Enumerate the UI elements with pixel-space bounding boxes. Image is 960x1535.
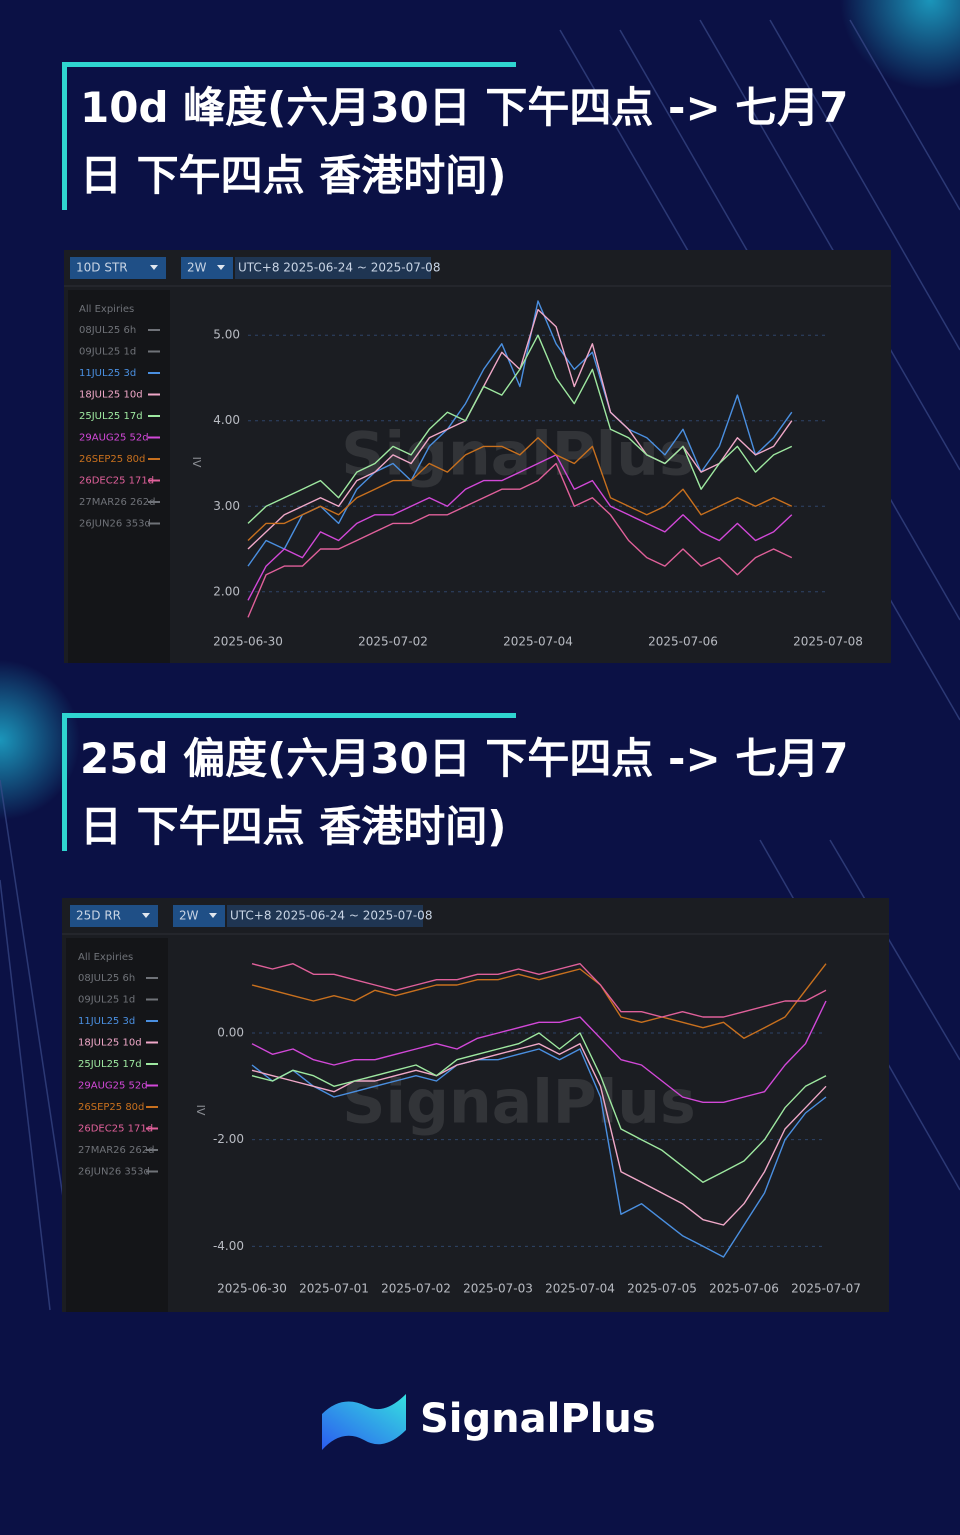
series-line: [247, 437, 793, 542]
x-tick-label: 2025-07-01: [299, 1282, 369, 1296]
legend-label[interactable]: 09JUL25 1d: [78, 995, 135, 1006]
dropdown-arrow: [150, 265, 158, 270]
glow: [840, 0, 960, 90]
dropdown-arrow: [217, 265, 225, 270]
x-tick-label: 2025-07-07: [791, 1282, 861, 1296]
series-line: [247, 462, 793, 618]
date-range: UTC+8 2025-06-24 ~ 2025-07-08: [238, 261, 440, 275]
legend-label[interactable]: 11JUL25 3d: [78, 1016, 135, 1027]
series-line: [251, 1032, 827, 1183]
dropdown-label: 2W: [179, 909, 199, 923]
series-line: [251, 1000, 827, 1103]
x-tick-label: 2025-07-04: [545, 1282, 615, 1296]
series-line: [247, 454, 793, 601]
y-axis-label: IV: [190, 457, 203, 468]
legend-label[interactable]: 11JUL25 3d: [79, 368, 136, 379]
y-tick-label: 0.00: [217, 1026, 244, 1040]
chart-title: 10d 峰度(六月30日 下午四点 -> 七月7日 下午四点 香港时间): [80, 83, 849, 200]
dropdown[interactable]: [70, 257, 166, 279]
legend-title: All Expiries: [79, 304, 134, 315]
legend-label[interactable]: 26DEC25 171d: [79, 476, 154, 487]
chart-panel: 10D STR 2W UTC+8 2025-06-24 ~ 2025-07-08 Al…: [64, 250, 891, 664]
chart-title: 25d 偏度(六月30日 下午四点 -> 七月7日 下午四点 香港时间): [80, 734, 849, 851]
dropdown-arrow: [142, 913, 150, 918]
date-range: UTC+8 2025-06-24 ~ 2025-07-08: [230, 909, 432, 923]
y-axis-label: IV: [194, 1105, 207, 1116]
legend-label[interactable]: 25JUL25 17d: [78, 1059, 142, 1070]
y-tick-label: -2.00: [213, 1132, 244, 1146]
legend-label[interactable]: 26JUN26 353d: [78, 1167, 150, 1178]
dropdown[interactable]: [173, 905, 225, 927]
legend-label[interactable]: 27MAR26 262d: [79, 497, 155, 508]
legend-label[interactable]: 26DEC25 171d: [78, 1124, 153, 1135]
dropdown[interactable]: [70, 905, 158, 927]
y-tick-label: 4.00: [213, 413, 240, 427]
legend-label[interactable]: 18JUL25 10d: [78, 1038, 142, 1049]
legend-title: All Expiries: [78, 952, 133, 963]
legend-label[interactable]: 09JUL25 1d: [79, 347, 136, 358]
y-tick-label: 3.00: [213, 499, 240, 513]
legend-label[interactable]: 08JUL25 6h: [79, 325, 136, 336]
dropdown-arrow: [209, 913, 217, 918]
series-line: [251, 963, 827, 1018]
legend-label[interactable]: 29AUG25 52d: [79, 433, 149, 444]
x-tick-label: 2025-07-02: [358, 635, 428, 649]
series-line: [247, 334, 793, 524]
accent-bar: [62, 62, 67, 210]
x-tick-label: 2025-06-30: [217, 1282, 287, 1296]
y-tick-label: 5.00: [213, 328, 240, 342]
x-tick-label: 2025-07-06: [709, 1282, 779, 1296]
legend-label[interactable]: 08JUL25 6h: [78, 973, 135, 984]
range-box: [227, 905, 423, 927]
glow: [0, 660, 80, 820]
x-tick-label: 2025-07-04: [503, 635, 573, 649]
logo: [322, 1394, 406, 1450]
accent-bar: [62, 62, 516, 67]
series-line: [251, 963, 827, 1039]
chart-panel: 25D RR 2W UTC+8 2025-06-24 ~ 2025-07-08 All…: [62, 898, 889, 1312]
legend-label[interactable]: 26SEP25 80d: [78, 1102, 144, 1113]
x-tick-label: 2025-07-03: [463, 1282, 533, 1296]
x-tick-label: 2025-07-06: [648, 635, 718, 649]
watermark: SignalPlus: [342, 1068, 695, 1138]
chart: 10D STR 2W UTC+8 2025-06-24 ~ 2025-07-08 Al…: [64, 257, 891, 664]
y-tick-label: 2.00: [213, 584, 240, 598]
chart: 25D RR 2W UTC+8 2025-06-24 ~ 2025-07-08 All…: [62, 905, 889, 1312]
x-tick-label: 2025-07-05: [627, 1282, 697, 1296]
legend-label[interactable]: 18JUL25 10d: [79, 390, 143, 401]
accent-bar: [62, 713, 67, 851]
dropdown-label: 2W: [187, 261, 207, 275]
series-line: [251, 1043, 827, 1226]
series-line: [251, 1048, 827, 1258]
dropdown[interactable]: [181, 257, 233, 279]
logo-mark: [322, 1394, 406, 1450]
range-box: [235, 257, 431, 279]
dropdown-label: 25D RR: [76, 909, 121, 923]
legend-label[interactable]: 25JUL25 17d: [79, 411, 143, 422]
accent-bar: [62, 713, 516, 718]
legend-label[interactable]: 26SEP25 80d: [79, 454, 145, 465]
y-tick-label: -4.00: [213, 1239, 244, 1253]
dropdown-label: 10D STR: [76, 261, 128, 275]
legend-label[interactable]: 29AUG25 52d: [78, 1081, 148, 1092]
legend-label[interactable]: 26JUN26 353d: [79, 519, 151, 530]
brand-name: SignalPlus: [420, 1396, 656, 1442]
x-tick-label: 2025-06-30: [213, 635, 283, 649]
x-tick-label: 2025-07-02: [381, 1282, 451, 1296]
legend-label[interactable]: 27MAR26 262d: [78, 1145, 154, 1156]
title-block: 25d 偏度(六月30日 下午四点 -> 七月7日 下午四点 香港时间): [62, 713, 882, 853]
title-block: 10d 峰度(六月30日 下午四点 -> 七月7日 下午四点 香港时间): [62, 62, 882, 212]
x-tick-label: 2025-07-08: [793, 635, 863, 649]
